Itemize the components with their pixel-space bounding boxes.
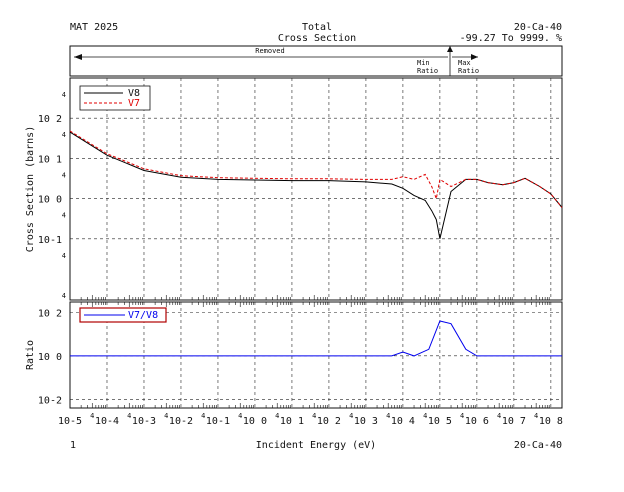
x-tick-label: 10 0 (243, 416, 267, 427)
x-minor-tick-label: 4 (201, 412, 205, 420)
title-line2: Cross Section (278, 33, 356, 44)
ratio-ylabel: Ratio (25, 340, 36, 370)
main-y-tick-label: 10 2 (38, 114, 62, 125)
x-tick-label: 10-3 (132, 416, 156, 427)
main-series (69, 130, 563, 239)
series-v8-line (69, 131, 563, 239)
ratio-panel: 10 2 10 0 10-2 Ratio V7/V8 (25, 301, 563, 409)
x-minor-tick-label: 4 (386, 412, 390, 420)
x-minor-tick-label: 4 (127, 412, 131, 420)
ratio-series (70, 320, 562, 357)
x-minor-tick-label: 4 (349, 412, 353, 420)
main-y-tick-label: 10-1 (38, 235, 62, 246)
legend-v7-label: V7 (128, 98, 140, 109)
main-y-minor-label: 4 (62, 131, 66, 139)
ratio-frame (69, 301, 563, 409)
main-ytick-labels: 10 2 10 1 10 0 10-1 (38, 114, 62, 246)
main-ylabel: Cross Section (barns) (25, 126, 36, 252)
page-number: 1 (70, 440, 76, 451)
x-minor-tick-label: 4 (90, 412, 94, 420)
x-tick-label: 10 1 (280, 416, 304, 427)
max-ratio-arrow-head (471, 54, 478, 60)
x-tick-label: 10 2 (317, 416, 341, 427)
x-tick-label: 10 6 (465, 416, 489, 427)
legend-ratio-label: V7/V8 (128, 310, 158, 321)
x-tick-label: 10 5 (428, 416, 452, 427)
min-ratio-label-1: Min (417, 59, 430, 67)
max-ratio-label-2: Ratio (458, 67, 479, 75)
main-y-minor-label: 4 (62, 91, 66, 99)
x-tick-label: 10-2 (169, 416, 193, 427)
header-nuclide: 20-Ca-40 (514, 22, 562, 33)
legend-v8-label: V8 (128, 88, 140, 99)
min-ratio-label-2: Ratio (417, 67, 438, 75)
removed-label: Removed (255, 47, 285, 55)
title-line1: Total (302, 22, 332, 33)
x-axis-label: Incident Energy (eV) (256, 440, 376, 451)
x-tick-label: 10-5 (58, 416, 82, 427)
x-tick-label: 10-1 (206, 416, 230, 427)
main-y-minor-label: 4 (62, 292, 66, 300)
x-minor-tick-label: 4 (423, 412, 427, 420)
x-minor-tick-label: 4 (275, 412, 279, 420)
x-tick-label: 10 3 (354, 416, 378, 427)
x-minor-tick-label: 4 (238, 412, 242, 420)
ratio-y-tick-label: 10 0 (38, 352, 62, 363)
removed-band (69, 45, 563, 77)
removed-arrow-head (74, 54, 82, 60)
cross-section-panel: 10 2 10 1 10 0 10-1 4 4 4 4 4 4 Cross Section (b… (25, 77, 563, 301)
header-range: -99.27 To 9999. % (460, 33, 562, 44)
x-tick-label: 10 4 (391, 416, 415, 427)
main-y-tick-label: 10 0 (38, 195, 62, 206)
x-tick-label: 10 8 (539, 416, 563, 427)
x-minor-tick-label: 4 (164, 412, 168, 420)
footer-nuclide: 20-Ca-40 (514, 440, 562, 451)
x-tick-label: 10 7 (502, 416, 526, 427)
main-minor-ticks (80, 295, 563, 300)
ratio-y-tick-label: 10 2 (38, 308, 62, 319)
x-tick-label: 10-4 (95, 416, 119, 427)
ratio-ytick-labels: 10 2 10 0 10-2 (38, 308, 62, 406)
main-yminor-labels: 4 4 4 4 4 4 (62, 91, 66, 300)
main-y-minor-label: 4 (62, 171, 66, 179)
main-y-tick-label: 10 1 (38, 154, 62, 165)
main-frame (69, 77, 563, 301)
main-legend (79, 85, 151, 111)
max-ratio-label-1: Max (458, 59, 471, 67)
ratio-divider-arrow (447, 46, 453, 52)
main-y-minor-label: 4 (62, 252, 66, 260)
main-y-minor-label: 4 (62, 212, 66, 220)
main-grid (69, 78, 562, 300)
x-minor-tick-label: 4 (534, 412, 538, 420)
x-minor-tick-label: 4 (460, 412, 464, 420)
x-minor-tick-label: 4 (497, 412, 501, 420)
series-ratio-line (70, 320, 562, 357)
ratio-y-tick-label: 10-2 (38, 395, 62, 406)
x-minor-tick-label: 4 (312, 412, 316, 420)
mat-label: MAT 2025 (70, 22, 118, 33)
